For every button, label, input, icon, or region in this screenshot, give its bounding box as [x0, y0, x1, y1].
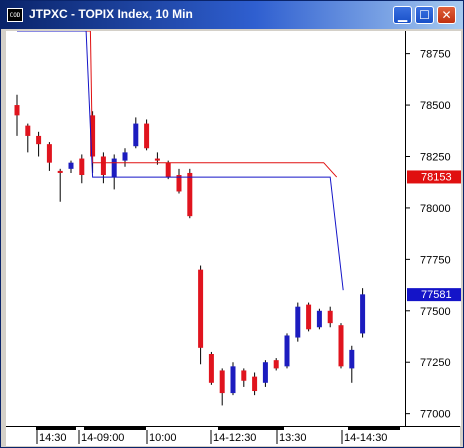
session-bar	[84, 427, 146, 430]
candle-down	[46, 144, 52, 163]
candle-down	[252, 376, 258, 392]
y-tick-label: 78250	[420, 151, 451, 163]
time-axis-svg: 14:30 14-09:00 10:00 14-12:30 13:30 14-14:30	[36, 427, 400, 444]
candle-up	[262, 362, 268, 383]
candle-up	[122, 152, 128, 161]
candle-down	[176, 175, 182, 192]
y-tick-label: 78500	[420, 100, 451, 112]
minimize-icon: ▁	[397, 8, 408, 22]
candle-up	[316, 310, 322, 328]
candle-down	[79, 158, 85, 176]
candle-down	[208, 353, 214, 383]
session-bar	[218, 427, 284, 430]
candle-down	[100, 156, 106, 176]
upper-price-badge	[407, 170, 461, 184]
candle-up	[230, 366, 236, 394]
x-tick-label: 14-14:30	[344, 432, 387, 444]
lower-price-badge-label: 77581	[421, 289, 452, 301]
y-tick-label: 78750	[420, 49, 451, 61]
candle-down	[327, 310, 333, 324]
candle-up	[349, 349, 355, 369]
candle-up	[360, 294, 366, 334]
candle-down	[306, 304, 312, 330]
x-tick-label: 14:30	[39, 432, 67, 444]
candle-down	[57, 170, 63, 173]
candle-up	[295, 306, 301, 338]
y-tick-label: 77500	[420, 306, 451, 318]
candle-down	[25, 125, 31, 136]
maximize-button[interactable]: ☐	[415, 6, 434, 24]
x-tick-label: 13:30	[279, 432, 307, 444]
candle-down	[154, 158, 160, 161]
candle-down	[219, 370, 225, 394]
candle-down	[14, 105, 20, 116]
candle-down	[187, 172, 193, 217]
time-axis: 14:30 14-09:00 10:00 14-12:30 13:30 14-14:30	[6, 426, 460, 446]
close-button[interactable]: ✕	[437, 6, 456, 24]
upper-price-badge-label: 78153	[421, 171, 452, 183]
candle-down	[165, 162, 171, 178]
maximize-icon: ☐	[419, 8, 430, 22]
x-tick-label: 14-12:30	[213, 432, 256, 444]
candle-up	[68, 162, 74, 169]
session-bar	[36, 427, 76, 430]
candle-down	[338, 325, 344, 367]
x-tick-label: 10:00	[149, 432, 177, 444]
y-tick-label: 77000	[420, 409, 451, 421]
candle-up	[133, 123, 139, 147]
candle-down	[144, 123, 150, 149]
x-tick-label: 14-09:00	[81, 432, 124, 444]
price-axis: 77000 77250 77500 77750 78000 78250 78500 78750…	[405, 31, 461, 426]
candle-down	[198, 269, 204, 348]
app-icon: COD	[7, 8, 23, 22]
y-tick-label: 77750	[420, 254, 451, 266]
title-bar[interactable]: COD JTPXC - TOPIX Index, 10 Min ▁ ☐ ✕	[1, 1, 463, 29]
candle-up	[284, 335, 290, 367]
window-title: JTPXC - TOPIX Index, 10 Min	[29, 7, 193, 21]
lower-price-badge	[407, 288, 461, 302]
close-icon: ✕	[441, 8, 452, 22]
candle-down	[241, 370, 247, 381]
candlestick-plot	[14, 31, 366, 406]
minimize-button[interactable]: ▁	[393, 6, 412, 24]
y-tick-label: 77250	[420, 357, 451, 369]
upper-line	[17, 31, 338, 178]
price-axis-svg: 77000 77250 77500 77750 78000 78250 78500 78750…	[406, 49, 461, 421]
y-tick-label: 78000	[420, 203, 451, 215]
lower-line	[17, 31, 344, 291]
candle-up	[111, 158, 117, 178]
candle-down	[36, 135, 42, 145]
session-bar	[348, 427, 400, 430]
plot-area[interactable]	[6, 31, 405, 426]
candle-down	[273, 360, 279, 369]
